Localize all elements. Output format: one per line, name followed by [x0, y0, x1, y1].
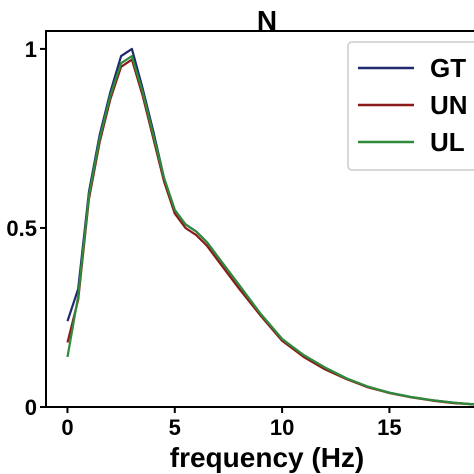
y-tick-label: 1 [25, 37, 37, 62]
series-layer [66, 47, 474, 406]
y-axis-ticks: 00.51 [6, 37, 46, 420]
y-tick-label: 0 [25, 395, 37, 420]
x-tick-label: 5 [169, 415, 181, 440]
x-tick-label: 10 [270, 415, 294, 440]
plot-area: 0 5 10 15 00.51 [6, 30, 474, 440]
legend: GT UN UL [347, 41, 474, 171]
x-axis-ticks: 0 5 10 15 [61, 407, 402, 440]
legend-label-un: UN [430, 90, 468, 120]
series-line-ul [66, 54, 474, 406]
legend-label-gt: GT [430, 53, 466, 83]
x-tick-label: 15 [377, 415, 401, 440]
x-axis-label: frequency (Hz) [170, 442, 364, 473]
legend-label-ul: UL [430, 127, 465, 157]
y-tick-label: 0.5 [6, 216, 37, 241]
chart-title: N [257, 5, 277, 36]
plot-frame [45, 30, 474, 408]
x-tick-label: 0 [61, 415, 73, 440]
